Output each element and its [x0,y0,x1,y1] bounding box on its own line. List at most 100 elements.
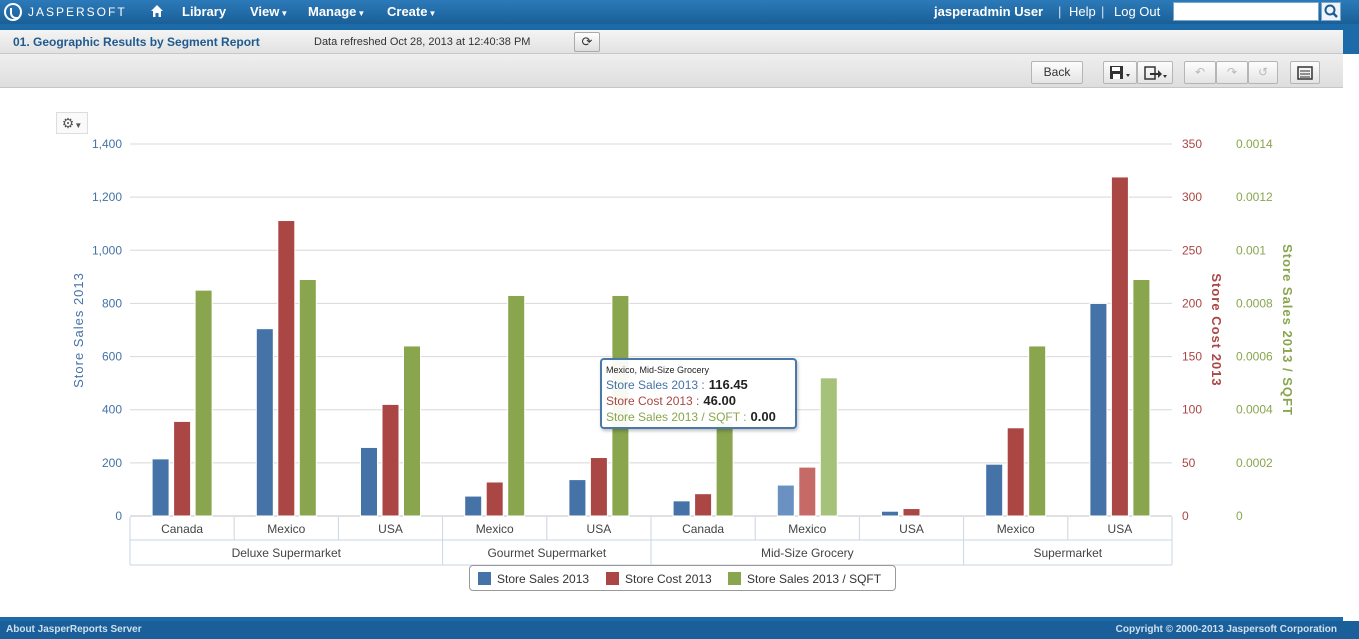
report-title: 01. Geographic Results by Segment Report [13,35,260,49]
legend-item-sales-sqft[interactable]: Store Sales 2013 / SQFT [728,571,881,587]
bar-left [255,328,274,517]
bar-right1 [485,481,504,517]
report-toolbar: Back ↶ ↷ ↺ [0,54,1343,88]
legend-swatch [606,572,619,585]
bar-right2 [194,289,213,517]
nav-library[interactable]: Library [182,4,227,19]
right-axis-tick-label: 0 [1182,509,1189,523]
chevron-down-icon: ▼ [357,9,366,18]
undo-all-button[interactable]: ↺ [1248,61,1278,84]
bar-right1 [1110,176,1129,517]
search-input[interactable] [1173,2,1319,21]
x-axis-tick-label: Mexico [997,522,1035,536]
help-link[interactable]: Help [1069,4,1096,19]
logo-icon [4,3,22,21]
tooltip-label: Store Sales 2013 : [606,378,705,392]
bar-right2 [298,279,317,517]
save-button[interactable] [1103,61,1137,84]
report-title-bar: 01. Geographic Results by Segment Report… [0,30,1343,54]
left-axis-tick-label: 400 [102,403,122,417]
left-axis-tick-label: 600 [102,350,122,364]
redo-icon: ↷ [1226,65,1238,79]
x-axis-tick-label: Canada [161,522,203,536]
legend-item-store-sales[interactable]: Store Sales 2013 [478,571,589,587]
bar-right1 [277,220,296,517]
right2-axis-tick-label: 0.0008 [1236,296,1273,310]
search-button[interactable] [1321,2,1341,21]
right-axis-title: Store Cost 2013 [1209,273,1224,386]
x-axis-tick-label: USA [899,522,924,536]
bar-right2 [1028,345,1047,517]
bar-right1 [1006,427,1025,517]
nav-manage[interactable]: Manage▼ [308,4,366,19]
x-axis-group-label: Supermarket [1033,546,1102,560]
chart-options-button[interactable]: ⚙▼ [56,112,88,134]
refresh-icon: ⟳ [581,34,593,49]
tooltip-row-cost: Store Cost 2013 :46.00 [606,393,795,409]
main-frame: 01. Geographic Results by Segment Report… [0,24,1359,621]
bar-left [985,463,1004,517]
logo-text: JASPERSOFT [28,5,127,19]
legend-item-store-cost[interactable]: Store Cost 2013 [606,571,712,587]
x-axis-group-label: Mid-Size Grocery [761,546,854,560]
chevron-down-icon: ▼ [74,121,83,130]
options-button[interactable] [1290,61,1320,84]
logout-link[interactable]: Log Out [1114,4,1161,19]
x-axis-tick-label: Mexico [267,522,305,536]
export-button[interactable] [1137,61,1173,84]
right2-axis-tick-label: 0.0012 [1236,190,1273,204]
left-axis-tick-label: 1,200 [92,190,122,204]
top-nav-bar: JASPERSOFT Library View▼ Manage▼ Create▼… [0,0,1359,24]
current-user: jasperadmin User [934,4,1044,19]
right-axis-tick-label: 150 [1182,350,1202,364]
bar-left [360,446,378,517]
bar-left [151,458,170,517]
right-axis-tick-label: 100 [1182,403,1202,417]
undo-icon: ↶ [1194,65,1206,79]
legend-swatch [728,572,741,585]
nav-view[interactable]: View▼ [250,4,289,19]
bar-left [776,484,795,517]
bar-right1 [798,466,817,517]
right2-axis-title: Store Sales 2013 / SQFT [1280,244,1295,416]
report-panel: Back ↶ ↷ ↺ ⚙▼ [0,54,1343,617]
jaspersoft-logo[interactable]: JASPERSOFT [4,3,127,21]
tooltip-header: Mexico, Mid-Size Grocery [606,365,710,375]
bar-left [881,510,899,517]
vertical-scrollbar[interactable] [1343,54,1359,621]
refresh-button[interactable]: ⟳ [574,32,600,52]
left-axis-tick-label: 1,400 [92,137,122,151]
bar-right2 [819,377,838,517]
nav-create[interactable]: Create▼ [387,4,437,19]
back-button[interactable]: Back [1031,61,1083,84]
right-axis-tick-label: 300 [1182,190,1202,204]
bar-right2 [1132,279,1151,517]
chart-legend: Store Sales 2013 Store Cost 2013 Store S… [469,565,896,591]
x-axis-group-label: Deluxe Supermarket [232,546,342,560]
right-axis-tick-label: 350 [1182,137,1202,151]
legend-swatch [478,572,491,585]
undo-button[interactable]: ↶ [1184,61,1216,84]
tooltip-value: 116.45 [708,377,748,392]
about-link[interactable]: About JasperReports Server [6,624,142,635]
home-icon[interactable] [150,4,164,18]
right2-axis-tick-label: 0 [1236,509,1243,523]
gear-icon: ⚙ [61,115,75,131]
bar-right1 [381,403,400,517]
bar-chart: 0 200 400 600 800 1,000 1,200 1,400 0 50 100 150 200… [71,137,1295,566]
redo-button[interactable]: ↷ [1216,61,1248,84]
bar-left [1089,302,1108,517]
x-axis-tick-label: Mexico [476,522,514,536]
tooltip-label: Store Sales 2013 / SQFT : [606,410,747,424]
chart-tooltip: Mexico, Mid-Size Grocery Store Sales 201… [600,358,797,429]
export-icon [1144,66,1167,80]
x-axis-tick-label: Mexico [788,522,826,536]
chevron-down-icon: ▼ [428,9,437,18]
nav-separator: | [1101,4,1105,19]
bar-right2 [715,422,734,517]
x-axis-tick-label: USA [378,522,403,536]
right2-axis-tick-label: 0.0004 [1236,403,1273,417]
search-icon [1324,4,1338,18]
save-icon [1110,66,1130,79]
left-axis-tick-label: 200 [102,456,122,470]
